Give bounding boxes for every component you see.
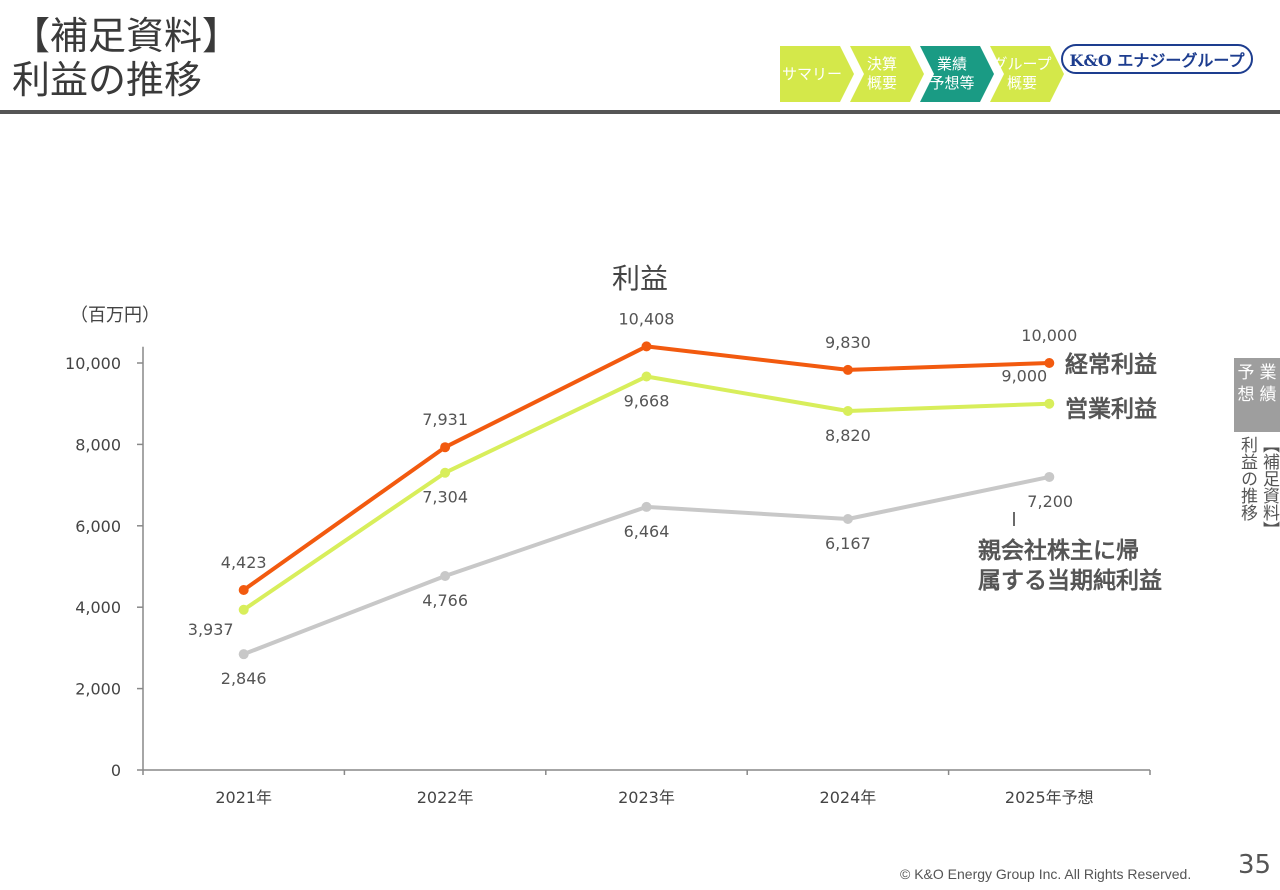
- page-title-line2: 利益の推移: [12, 58, 203, 102]
- y-axis-unit: （百万円）: [70, 305, 160, 326]
- data-label: 9,668: [624, 392, 670, 411]
- side-tab-active-label: 業績: [1259, 363, 1277, 405]
- x-tick-label: 2025年予想: [1005, 788, 1094, 807]
- nav-step-label: サマリー: [781, 64, 842, 83]
- title-divider: [0, 110, 1280, 114]
- data-point: [1044, 398, 1055, 409]
- page-title: 【補足資料】 利益の推移: [12, 14, 240, 102]
- side-tab-active[interactable]: 業績予想等: [1216, 358, 1280, 432]
- x-tick-label: 2023年: [618, 788, 675, 807]
- page-number: 35: [1238, 850, 1272, 880]
- data-label: 4,766: [422, 591, 468, 610]
- series-label-net-profit-line2: 属する当期純利益: [978, 567, 1162, 594]
- side-section-tab: 業績予想等 【補足資料】 利益の推移: [1216, 358, 1280, 612]
- nav-step-2[interactable]: 決算 概要: [850, 46, 924, 102]
- series-label-net-profit-line1: 親会社株主に帰: [978, 537, 1139, 564]
- series-label-operating-profit: 営業利益: [1065, 396, 1157, 423]
- data-point: [238, 649, 249, 660]
- x-tick-label: 2024年: [820, 788, 877, 807]
- data-label: 7,304: [422, 488, 468, 507]
- data-label: 10,408: [619, 309, 675, 328]
- y-tick-label: 6,000: [75, 517, 121, 536]
- series-line-1: [242, 344, 1050, 592]
- side-tab-active-label: 予想: [1237, 363, 1255, 405]
- nav-step-1[interactable]: サマリー: [780, 46, 854, 102]
- data-point: [1044, 358, 1055, 368]
- data-point: [440, 571, 451, 582]
- data-label: 2,846: [221, 669, 267, 688]
- series-label-ordinary-profit: 経常利益: [1065, 351, 1157, 378]
- nav-step-label: 決算 概要: [866, 55, 897, 92]
- nav-step-3[interactable]: 業績 予想等: [920, 46, 994, 102]
- copyright-text: © K&O Energy Group Inc. All Rights Reser…: [900, 866, 1192, 882]
- side-tab-section-label: 【補足資料】: [1259, 436, 1279, 538]
- side-tab-section-label: 利益の推移: [1237, 436, 1257, 521]
- data-point: [641, 501, 652, 512]
- data-label: 6,464: [624, 522, 670, 541]
- data-label: 3,937: [188, 620, 234, 639]
- data-label: 8,820: [825, 426, 871, 445]
- company-logo: K&O エナジーグループ: [1061, 44, 1253, 74]
- side-tab-section: 【補足資料】 利益の推移: [1234, 432, 1280, 612]
- data-point: [641, 341, 652, 352]
- data-label: 9,000: [1001, 367, 1047, 386]
- y-tick-label: 2,000: [75, 680, 121, 699]
- data-point: [238, 584, 249, 595]
- data-label: 10,000: [1021, 326, 1077, 345]
- y-tick-label: 8,000: [75, 435, 121, 454]
- data-point: [641, 371, 652, 382]
- chart-title: 利益: [612, 262, 668, 295]
- data-point: [440, 467, 451, 478]
- side-tab-active-label: 等: [1215, 363, 1233, 383]
- y-tick-label: 4,000: [75, 598, 121, 617]
- data-label: 7,200: [1027, 492, 1073, 511]
- data-point: [842, 406, 853, 417]
- nav-step-label: グループ 概要: [992, 55, 1052, 92]
- data-point: [842, 514, 853, 525]
- page-title-line1: 【補足資料】: [12, 14, 241, 58]
- data-point: [1044, 471, 1055, 482]
- nav-step-4[interactable]: グループ 概要: [990, 46, 1064, 102]
- y-tick-label: 10,000: [65, 354, 121, 373]
- data-label: 7,931: [422, 410, 468, 429]
- data-point: [238, 604, 249, 615]
- y-tick-label: 0: [111, 761, 121, 780]
- data-point: [440, 442, 451, 453]
- x-tick-label: 2021年: [215, 788, 272, 807]
- x-tick-label: 2022年: [417, 788, 474, 807]
- data-label: 6,167: [825, 534, 871, 553]
- series-line-2: [242, 374, 1050, 612]
- data-point: [842, 364, 853, 375]
- data-label: 9,830: [825, 333, 871, 352]
- data-label: 4,423: [221, 553, 267, 572]
- nav-step-label: 業績 予想等: [929, 55, 975, 92]
